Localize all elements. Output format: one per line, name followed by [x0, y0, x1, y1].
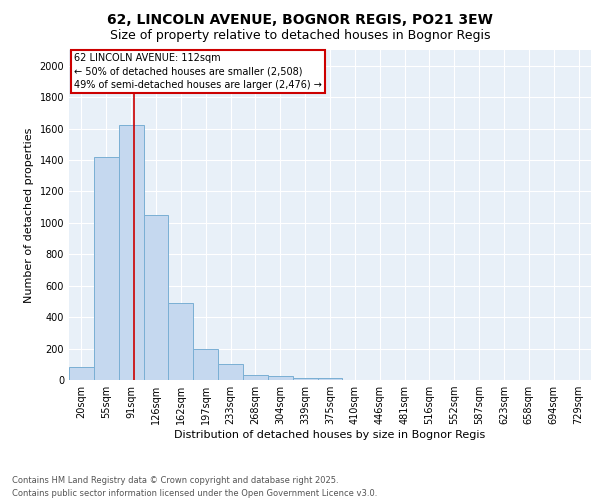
Text: 62, LINCOLN AVENUE, BOGNOR REGIS, PO21 3EW: 62, LINCOLN AVENUE, BOGNOR REGIS, PO21 3…	[107, 12, 493, 26]
Text: 62 LINCOLN AVENUE: 112sqm
← 50% of detached houses are smaller (2,508)
49% of se: 62 LINCOLN AVENUE: 112sqm ← 50% of detac…	[74, 54, 322, 90]
Text: Size of property relative to detached houses in Bognor Regis: Size of property relative to detached ho…	[110, 29, 490, 42]
Bar	[268, 376, 293, 380]
Y-axis label: Number of detached properties: Number of detached properties	[24, 128, 34, 302]
Bar	[119, 126, 143, 380]
Bar	[317, 378, 343, 380]
Bar	[243, 376, 268, 380]
Bar	[69, 368, 94, 380]
Bar	[94, 157, 119, 380]
Bar	[169, 303, 193, 380]
Bar	[143, 215, 169, 380]
Text: Contains HM Land Registry data © Crown copyright and database right 2025.: Contains HM Land Registry data © Crown c…	[12, 476, 338, 485]
Bar	[193, 348, 218, 380]
Bar	[293, 378, 317, 380]
X-axis label: Distribution of detached houses by size in Bognor Regis: Distribution of detached houses by size …	[175, 430, 485, 440]
Bar	[218, 364, 243, 380]
Text: Contains public sector information licensed under the Open Government Licence v3: Contains public sector information licen…	[12, 489, 377, 498]
